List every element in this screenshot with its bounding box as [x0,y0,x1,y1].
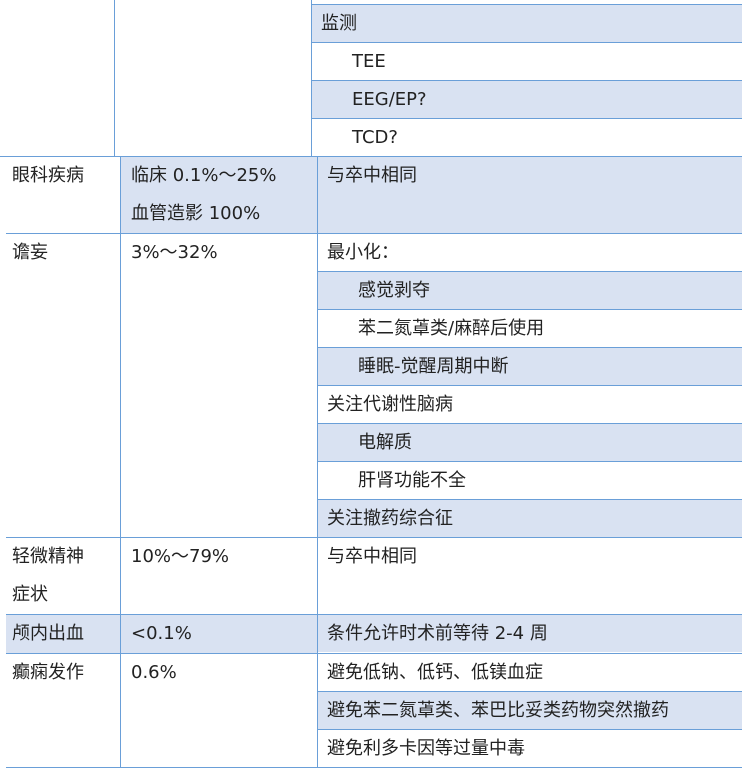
incidence-cell: <0.1% [121,615,318,653]
complication-name: 谵妄 [6,234,121,537]
complication-name: 轻微精神 症状 [6,538,121,614]
management-cell: 监测 TEE EEG/EP? TCD? [312,0,742,156]
management-item: 与卒中相同 [327,546,417,567]
management-item: 条件允许时术前等待 2-4 周 [318,615,742,652]
management-cell: 避免低钠、低钙、低镁血症 避免苯二氮䓬类、苯巴比妥类药物突然撤药避免利多卡因等过量… [318,654,742,767]
management-item: 避免低钠、低钙、低镁血症 [318,654,742,692]
table-row: 监测 TEE EEG/EP? TCD? [0,0,742,157]
management-item: EEG/EP? [312,81,742,119]
management-item: 睡眠-觉醒周期中断 [318,348,742,386]
complication-name: 癫痫发作 [6,654,121,767]
management-item: 关注撤药综合征 [318,500,742,537]
management-item: 苯二氮䓬类/麻醉后使用 [318,310,742,348]
table-row: 轻微精神 症状 10%～79% 与卒中相同 [6,538,742,615]
management-item: 肝肾功能不全 [318,462,742,500]
management-item: 避免利多卡因等过量中毒 [327,738,525,759]
management-item: TCD? [352,127,398,148]
table-row: 谵妄 3%～32% 最小化： 感觉剥夺 苯二氮䓬类/麻醉后使用 睡眠-觉醒周期中断 关注代谢… [6,234,742,538]
management-cell: 与卒中相同 [318,157,742,233]
incidence-cell: 临床 0.1%～25% 血管造影 100% [121,157,318,233]
management-item: 避免苯二氮䓬类、苯巴比妥类药物突然撤药 [318,692,742,730]
management-cell: 与卒中相同 [318,538,742,614]
incidence-cell: 0.6% [121,654,318,767]
complication-name: 眼科疾病 [6,157,121,233]
management-item: 关注代谢性脑病 [318,386,742,424]
management-item: 监测 [312,5,742,43]
incidence-cell [115,0,312,156]
complication-name: 颅内出血 [6,615,121,653]
table-row: 眼科疾病 临床 0.1%～25% 血管造影 100% 与卒中相同 [6,157,742,234]
management-item: 电解质 [318,424,742,462]
management-cell: 条件允许时术前等待 2-4 周 [318,615,742,653]
management-item: 最小化： [318,234,742,272]
management-item: 与卒中相同 [318,157,742,233]
complication-name [0,0,115,156]
incidence-cell: 10%～79% [121,538,318,614]
table-row: 癫痫发作 0.6% 避免低钠、低钙、低镁血症 避免苯二氮䓬类、苯巴比妥类药物突然撤药避… [6,654,742,768]
management-cell: 最小化： 感觉剥夺 苯二氮䓬类/麻醉后使用 睡眠-觉醒周期中断 关注代谢性脑病 电解质 肝肾… [318,234,742,537]
management-item: TEE [312,43,742,81]
management-item: 感觉剥夺 [318,272,742,310]
incidence-cell: 3%～32% [121,234,318,537]
table-row: 颅内出血 <0.1% 条件允许时术前等待 2-4 周 [6,615,742,654]
